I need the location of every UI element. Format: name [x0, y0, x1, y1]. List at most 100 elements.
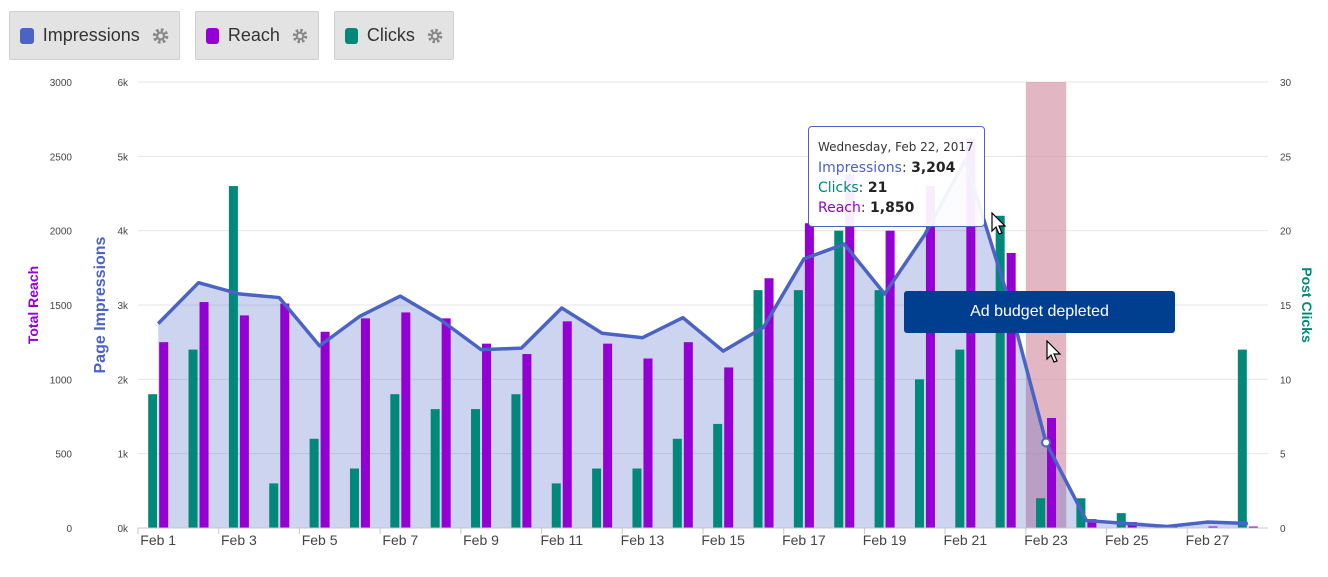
impressions-tick-label: 2k — [117, 375, 129, 386]
reach-bar — [239, 315, 249, 528]
clicks-bar — [914, 379, 924, 528]
gear-icon[interactable] — [292, 26, 308, 46]
clicks-bar — [834, 230, 844, 528]
reach-bar — [764, 278, 774, 528]
x-tick-label: Feb 3 — [221, 532, 257, 548]
legend-label: Reach — [227, 25, 280, 45]
impressions-tick-label: 6k — [117, 78, 129, 89]
impressions-area — [158, 160, 1248, 529]
clicks-bar — [188, 349, 198, 528]
impressions-tick-label: 4k — [117, 227, 129, 238]
reach-tick-label: 3000 — [50, 78, 73, 89]
reach-tick-label: 1500 — [50, 301, 73, 312]
impressions-area-fill — [158, 160, 1248, 529]
clicks-bar — [430, 409, 440, 528]
impressions-swatch — [20, 27, 34, 44]
clicks-bar — [955, 349, 965, 528]
reach-bar — [1248, 526, 1258, 528]
clicks-bar — [995, 215, 1005, 529]
bars — [148, 138, 1258, 529]
axis-labels: Feb 1 Feb 3 Feb 5 Feb 7 Feb 9 Feb 11 Feb 13 Feb… — [25, 78, 1315, 548]
gear-icon[interactable] — [427, 26, 443, 46]
x-tick-label: Feb 23 — [1024, 532, 1068, 548]
ad-budget-callout: Ad budget depleted — [904, 291, 1175, 333]
legend-reach-button[interactable]: Reach — [195, 11, 319, 60]
x-tick-label: Feb 11 — [540, 532, 583, 548]
clicks-bar — [753, 290, 763, 528]
reach-tick-label: 0 — [66, 524, 72, 535]
impressions-tick-label: 1k — [117, 450, 129, 461]
clicks-tick-label: 30 — [1280, 78, 1292, 89]
clicks-bar — [672, 438, 682, 528]
gear-icon[interactable] — [152, 26, 169, 46]
clicks-bar — [349, 468, 359, 528]
reach-bar — [1006, 252, 1016, 528]
reach-axis-title: Total Reach — [25, 266, 41, 344]
clicks-bar — [511, 394, 521, 528]
callout-label: Ad budget depleted — [970, 303, 1109, 320]
x-tick-label: Feb 1 — [140, 532, 176, 548]
clicks-bar — [1116, 513, 1126, 528]
tooltip-reach-label: Reach — [818, 200, 861, 216]
reach-bar — [804, 223, 814, 528]
impressions-tick-label: 3k — [117, 301, 129, 312]
clicks-bar — [874, 290, 884, 528]
impressions-axis-title: Page Impressions — [92, 236, 109, 373]
impressions-point-marker — [1041, 437, 1052, 448]
x-tick-label: Feb 19 — [863, 532, 907, 548]
x-tick-label: Feb 5 — [302, 532, 338, 548]
impressions-line — [156, 158, 1248, 529]
clicks-tick-label: 10 — [1280, 375, 1292, 386]
reach-bar — [1047, 417, 1057, 528]
reach-bar — [845, 174, 855, 528]
legend-clicks-button[interactable]: Clicks — [334, 11, 454, 60]
reach-bar — [885, 230, 895, 528]
reach-bar — [482, 343, 492, 528]
x-tick-label: Feb 9 — [463, 532, 499, 548]
tooltip-clicks-label: Clicks — [818, 180, 859, 196]
clicks-bar — [228, 186, 238, 529]
x-tick-label: Feb 21 — [944, 532, 988, 548]
impressions-tick-label: 0k — [117, 524, 129, 535]
impressions-tick-label: 5k — [117, 152, 129, 163]
reach-bar — [925, 186, 935, 529]
cursor-icon — [991, 212, 1007, 235]
clicks-bar — [592, 468, 602, 528]
legend-label: Impressions — [42, 25, 140, 45]
reach-bar — [441, 318, 451, 528]
clicks-tick-label: 0 — [1280, 524, 1286, 535]
x-tick-label: Feb 13 — [621, 532, 665, 548]
clicks-bar — [471, 409, 481, 528]
legend-impressions-button[interactable]: Impressions — [9, 11, 180, 60]
reach-bar — [360, 318, 370, 528]
clicks-tick-label: 20 — [1280, 227, 1292, 238]
reach-bar — [724, 367, 734, 528]
reach-bar — [683, 342, 693, 528]
x-tick-label: Feb 25 — [1105, 532, 1149, 548]
clicks-bar — [1237, 349, 1247, 528]
tooltip-impressions-label: Impressions — [818, 160, 902, 176]
reach-bar — [603, 343, 613, 528]
reach-bar — [401, 312, 411, 528]
reach-swatch — [206, 27, 219, 44]
clicks-bar — [269, 483, 279, 528]
tooltip-impressions-value: 3,204 — [911, 160, 956, 176]
tooltip: Wednesday, Feb 22, 2017 Impressions: 3,2… — [808, 126, 985, 227]
cursor-icon — [1046, 340, 1062, 363]
reach-bar — [280, 303, 290, 528]
clicks-bar — [632, 468, 642, 528]
reach-bar — [966, 138, 976, 528]
reach-tick-label: 500 — [55, 450, 72, 461]
reach-bar — [159, 342, 169, 528]
reach-bar — [320, 331, 330, 528]
reach-tick-label: 2000 — [50, 227, 73, 238]
x-tick-label: Feb 17 — [782, 532, 826, 548]
x-tick-label: Feb 27 — [1186, 532, 1230, 548]
impressions-line — [156, 158, 1248, 529]
clicks-tick-label: 15 — [1280, 301, 1292, 312]
clicks-bar — [148, 394, 158, 528]
reach-bar — [522, 354, 532, 528]
tooltip-clicks-value: 21 — [867, 180, 888, 196]
clicks-axis-title: Post Clicks — [1299, 267, 1315, 343]
